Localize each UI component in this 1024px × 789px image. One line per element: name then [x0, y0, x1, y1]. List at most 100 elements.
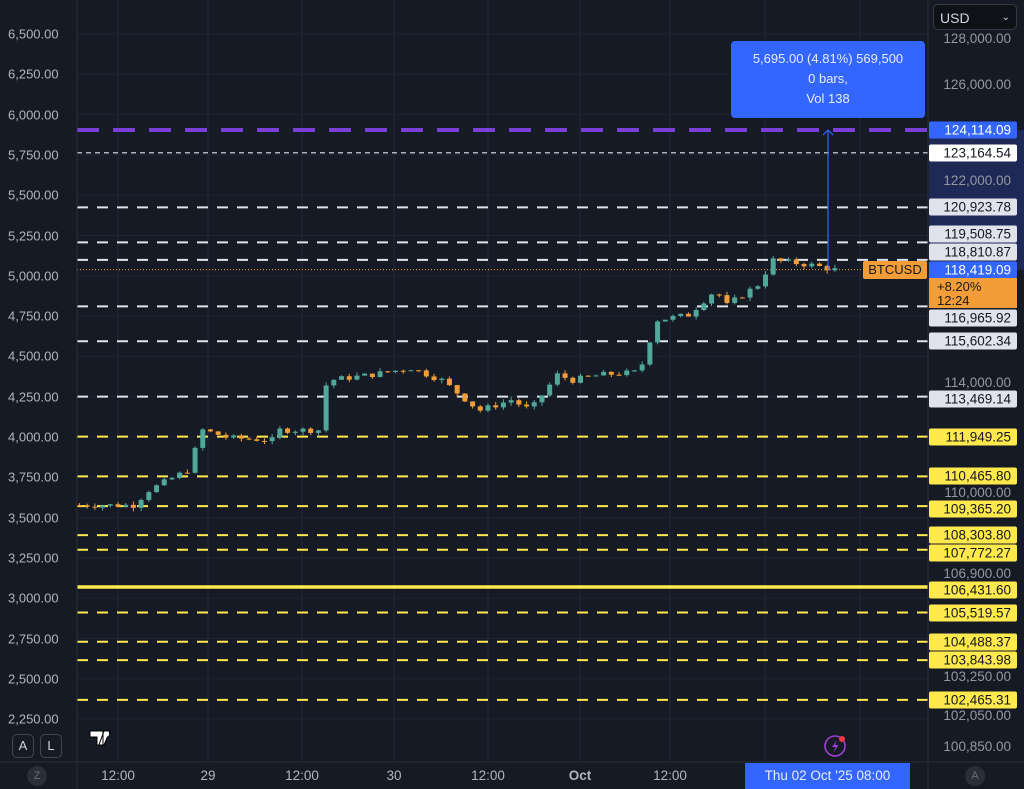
candle — [315, 430, 321, 437]
candle — [362, 373, 368, 376]
candle-body — [246, 438, 252, 440]
candle — [138, 498, 144, 512]
candle — [100, 504, 106, 511]
currency-select[interactable]: USD ⌄ — [933, 4, 1017, 30]
left-axis-tick: 2,500.00 — [8, 671, 59, 687]
candle — [123, 503, 129, 508]
candle — [231, 434, 237, 439]
right-axis-tick: 106,900.00 — [943, 565, 1011, 581]
candle-body — [146, 492, 152, 500]
candle — [832, 264, 838, 272]
time-axis-tick: 12:00 — [101, 768, 135, 783]
candle — [154, 484, 160, 493]
candle — [223, 432, 229, 440]
candle — [824, 264, 830, 274]
candle-body — [308, 428, 314, 433]
candle-body — [177, 472, 183, 479]
candle — [146, 490, 152, 502]
level-price-label: 120,923.78 — [929, 198, 1017, 216]
crosshair-time-label: Thu 02 Oct '25 08:00 — [745, 763, 910, 789]
log-scale-button[interactable]: L — [40, 734, 62, 758]
candle — [578, 373, 583, 384]
right-axis-tick: 114,000.00 — [944, 374, 1011, 390]
change-percent: +8.20% — [937, 279, 982, 295]
measure-arrow-icon — [822, 129, 834, 136]
level-price-label: 106,431.60 — [929, 581, 1017, 599]
candle — [261, 438, 267, 445]
candle — [92, 503, 98, 510]
candle-body — [408, 370, 414, 372]
candle — [693, 307, 699, 320]
candle-body — [346, 376, 352, 380]
auto-scale-button[interactable]: A — [12, 734, 34, 758]
candle-body — [639, 364, 645, 371]
candle-body — [123, 504, 129, 507]
candle — [354, 372, 360, 381]
candle-body — [470, 401, 476, 407]
left-axis-tick: 3,250.00 — [8, 550, 59, 566]
candle-body — [354, 375, 360, 380]
candle — [192, 446, 198, 474]
candle — [346, 373, 352, 383]
candle — [562, 370, 568, 381]
candle-body — [138, 499, 144, 508]
candle — [269, 434, 275, 445]
candle — [601, 370, 607, 376]
candle — [130, 501, 136, 512]
candle-body — [616, 374, 622, 376]
candle-body — [423, 370, 429, 377]
candle — [793, 257, 799, 267]
bar-countdown: 12:24 — [937, 293, 970, 309]
candle-body — [107, 504, 113, 506]
level-price-label: 124,114.09 — [929, 121, 1017, 139]
candle — [678, 313, 684, 318]
candle-body — [115, 504, 121, 507]
candle — [716, 293, 722, 298]
candle — [570, 376, 576, 385]
candle — [763, 271, 768, 289]
candle — [76, 503, 82, 507]
candle-body — [362, 373, 368, 376]
candle — [408, 369, 414, 372]
candle-body — [208, 429, 213, 432]
candle-body — [184, 472, 190, 474]
grid — [77, 0, 928, 762]
candle-body — [631, 370, 637, 372]
left-axis-tick: 5,750.00 — [8, 147, 59, 163]
level-price-label: 113,469.14 — [929, 390, 1017, 408]
measure-line — [822, 129, 834, 270]
candle — [801, 262, 807, 270]
candle-body — [500, 402, 506, 408]
candle — [454, 384, 460, 397]
candle — [747, 286, 753, 301]
level-price-label: 111,949.25 — [929, 428, 1017, 446]
level-price-label: 115,602.34 — [929, 332, 1017, 350]
candle-body — [300, 428, 306, 432]
candle-body — [377, 371, 383, 377]
auto-scale-axis-button[interactable]: A — [965, 766, 985, 786]
candle-body — [130, 504, 136, 508]
candle — [308, 427, 314, 436]
candle-body — [100, 505, 106, 508]
right-axis-tick: 122,000.00 — [943, 173, 1011, 189]
candle — [285, 427, 291, 435]
zoom-button[interactable]: Z — [27, 766, 47, 786]
candle — [739, 296, 745, 299]
candle — [732, 294, 738, 305]
left-axis-tick: 4,000.00 — [8, 429, 59, 445]
candle-body — [531, 402, 537, 407]
level-price-label: 110,465.80 — [929, 467, 1017, 485]
candle-body — [215, 431, 221, 435]
candle — [423, 368, 429, 378]
candle-body — [747, 288, 753, 298]
candle-body — [200, 429, 206, 448]
candle-body — [462, 393, 468, 402]
lightning-icon[interactable] — [824, 735, 846, 757]
candle — [331, 379, 337, 389]
time-axis-tick: 12:00 — [471, 768, 505, 783]
candle-body — [493, 405, 499, 408]
candle — [670, 314, 676, 322]
candle-body — [285, 428, 291, 433]
candle-body — [516, 400, 522, 405]
